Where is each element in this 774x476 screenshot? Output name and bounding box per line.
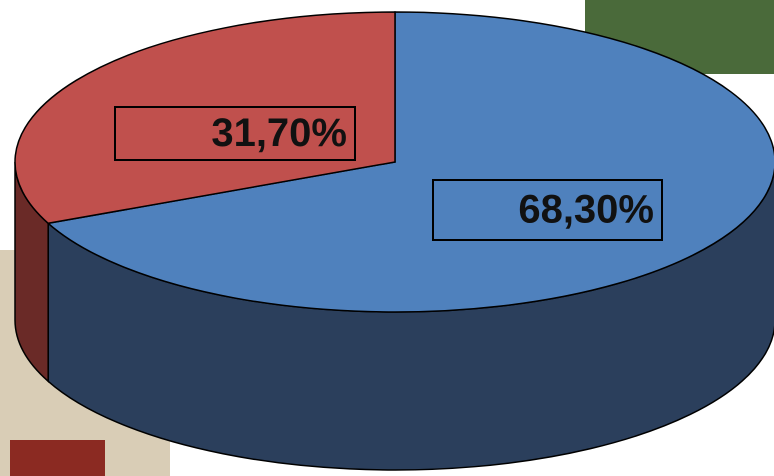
pie: 68,30% 31,70% (14, 11, 774, 471)
background-photo (10, 440, 105, 476)
data-label-box (432, 179, 663, 241)
data-label-box (114, 106, 356, 161)
data-label: 68,30% (518, 188, 654, 232)
data-label: 31,70% (211, 111, 347, 155)
